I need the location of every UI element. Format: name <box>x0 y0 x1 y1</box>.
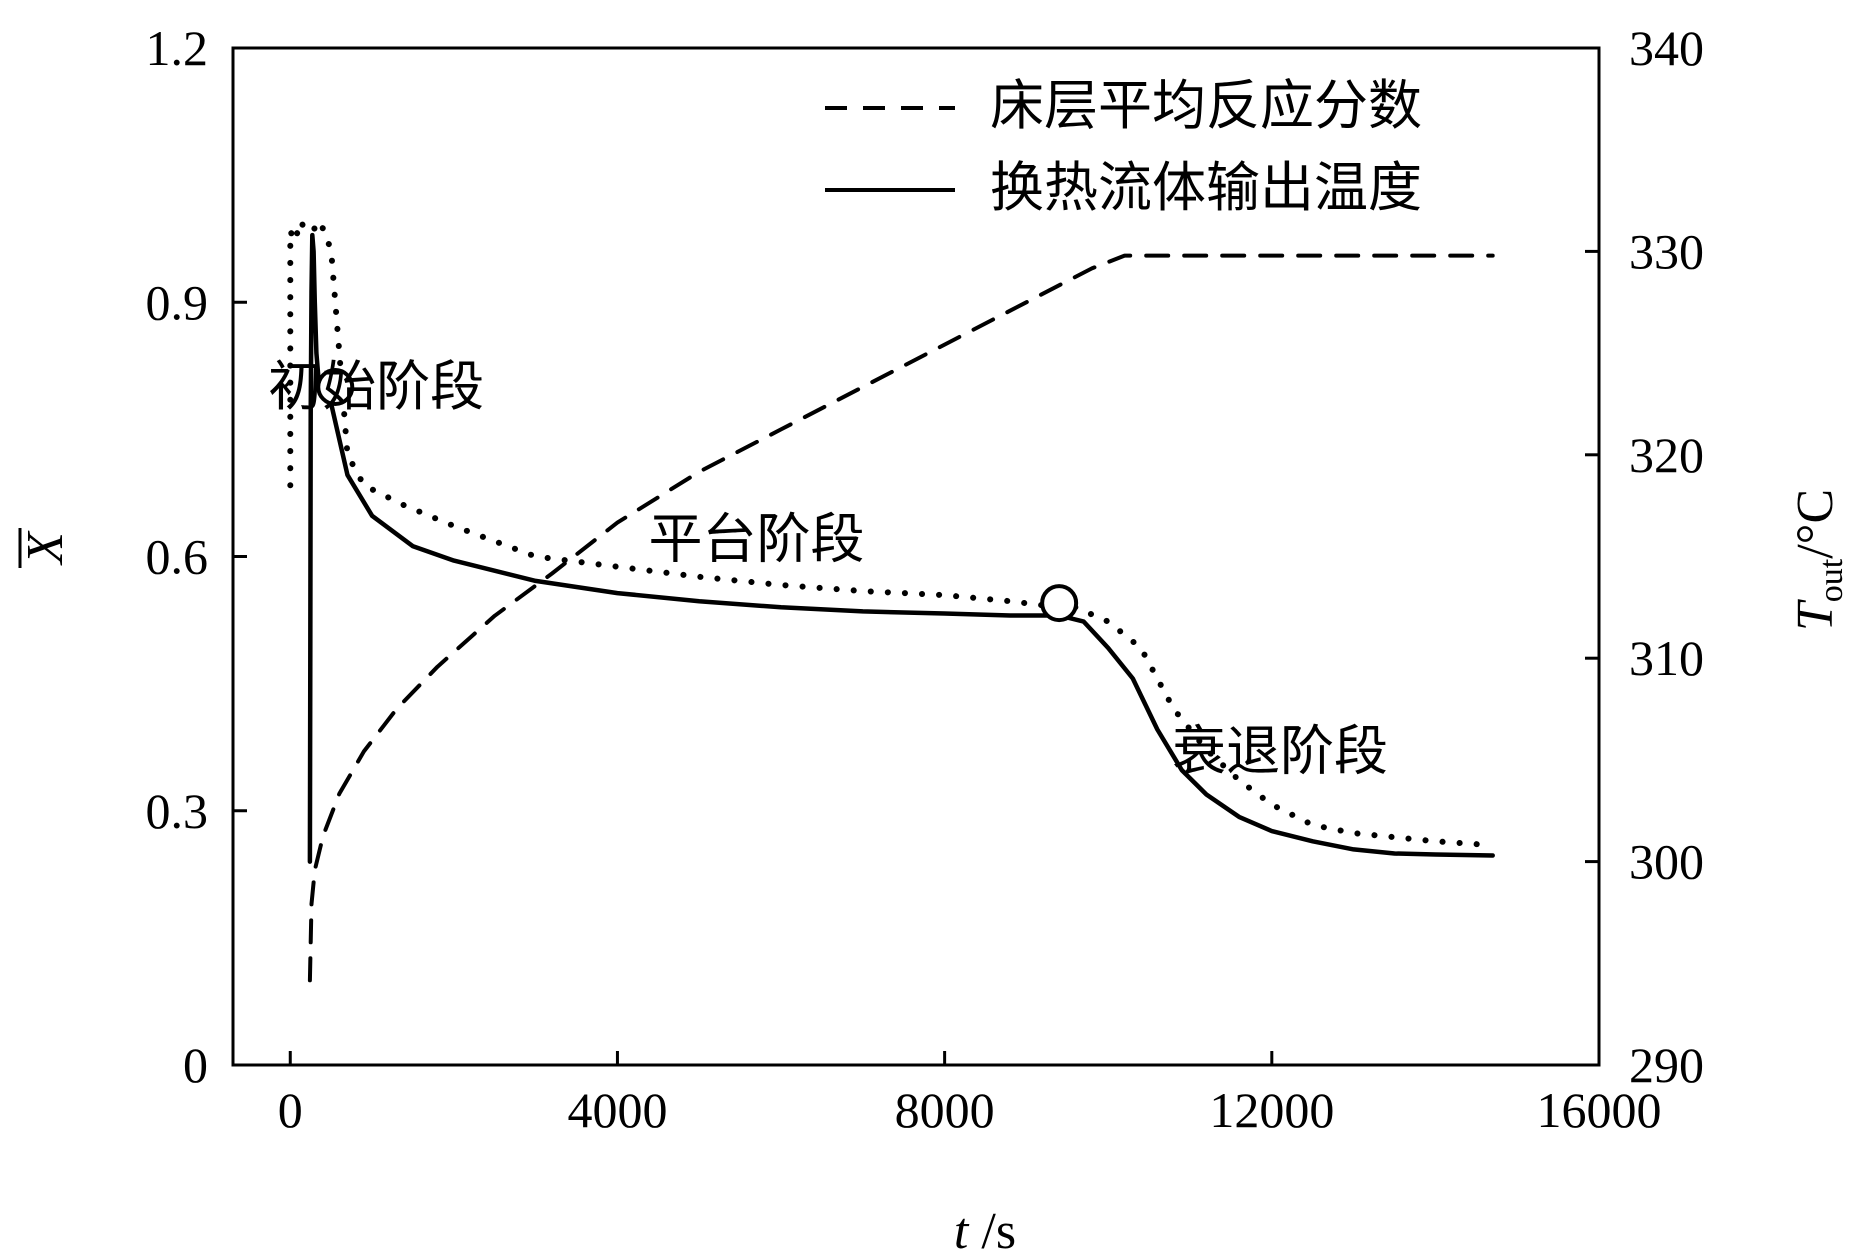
initial-stage-marker <box>316 368 355 406</box>
marker-layer <box>316 368 1079 623</box>
right-axis-ticks: 290 300 310 320 330 340 <box>1585 20 1704 1093</box>
left-axis-ticks: 0 0.3 0.6 0.9 1.2 <box>146 20 247 1093</box>
left-axis-title: X <box>17 528 74 568</box>
plateau-end-marker <box>1040 584 1079 623</box>
right-tick-label-340: 340 <box>1629 20 1704 76</box>
left-tick-label-0.3: 0.3 <box>146 783 209 839</box>
left-tick-label-0: 0 <box>183 1037 208 1093</box>
right-tick-label-310: 310 <box>1629 630 1704 686</box>
legend-label-outlet-temperature: 换热流体输出温度 <box>990 156 1422 219</box>
left-tick-label-1.2: 1.2 <box>146 20 209 76</box>
right-tick-label-320: 320 <box>1629 427 1704 483</box>
x-tick-label-0: 0 <box>278 1082 303 1138</box>
x-axis-unit: /s <box>968 1203 1016 1253</box>
right-axis-variable: T <box>1787 599 1844 631</box>
stage-annotation-1: 平台阶段 <box>648 508 864 571</box>
right-axis-unit: /°C <box>1787 489 1844 559</box>
x-tick-label-12000: 12000 <box>1209 1082 1334 1138</box>
legend: 床层平均反应分数 换热流体输出温度 <box>825 74 1422 219</box>
left-tick-label-0.9: 0.9 <box>146 274 209 330</box>
right-axis-subscript: out <box>1813 558 1850 602</box>
x-axis-variable: t <box>954 1203 970 1253</box>
series-line-solid <box>307 232 1495 864</box>
x-axis-title: t /s <box>954 1203 1016 1253</box>
series-layer <box>287 217 1496 983</box>
x-axis-ticks: 0 4000 8000 12000 16000 <box>278 1051 1662 1138</box>
x-tick-label-8000: 8000 <box>895 1082 995 1138</box>
series-line-dashed <box>307 253 1495 983</box>
left-tick-label-0.6: 0.6 <box>146 529 209 585</box>
right-axis-title: Tout/°C <box>1787 489 1850 631</box>
right-tick-label-290: 290 <box>1629 1037 1704 1093</box>
right-tick-label-330: 330 <box>1629 223 1704 279</box>
left-axis-variable: X <box>17 530 74 566</box>
svg-text:Tout/°C: Tout/°C <box>1787 489 1850 631</box>
stage-annotation-0: 初始阶段 <box>268 355 484 418</box>
right-tick-label-300: 300 <box>1629 834 1704 890</box>
x-tick-label-16000: 16000 <box>1537 1082 1662 1138</box>
legend-label-reaction-fraction: 床层平均反应分数 <box>990 74 1422 137</box>
stage-annotation-2: 衰退阶段 <box>1172 719 1388 782</box>
x-tick-label-4000: 4000 <box>567 1082 667 1138</box>
